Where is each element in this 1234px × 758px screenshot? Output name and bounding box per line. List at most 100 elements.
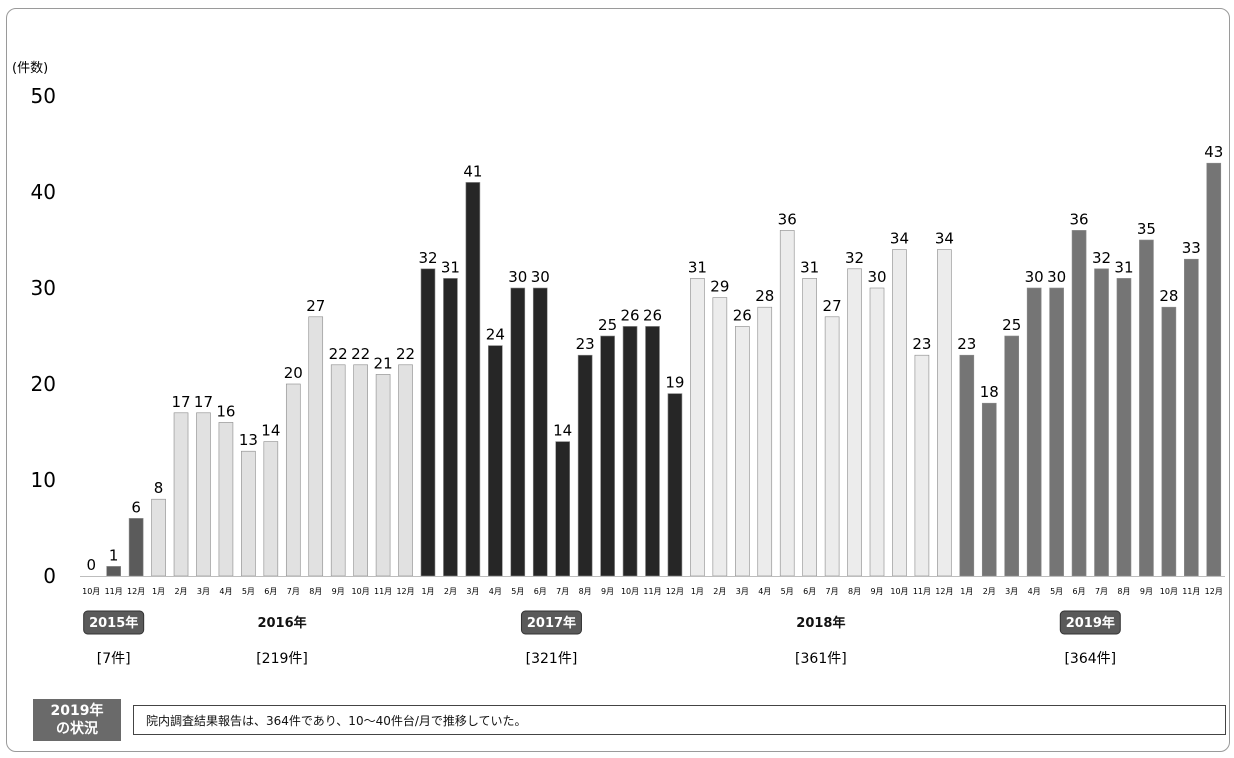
data-label: 32 bbox=[418, 249, 437, 267]
y-tick-label: 50 bbox=[31, 84, 56, 108]
bar bbox=[667, 393, 683, 577]
data-label: 1 bbox=[109, 546, 119, 564]
x-tick-label: 12月 bbox=[666, 587, 684, 596]
bar bbox=[712, 297, 728, 577]
year-total-label: [7件] bbox=[97, 651, 131, 667]
y-axis-label: (件数) bbox=[12, 61, 48, 76]
bar bbox=[757, 306, 773, 577]
x-tick-label: 10月 bbox=[82, 587, 100, 596]
x-tick-label: 12月 bbox=[127, 587, 145, 596]
status-badge-year: 2019年 bbox=[50, 703, 104, 719]
x-tick-label: 10月 bbox=[1160, 587, 1178, 596]
x-tick-label: 6月 bbox=[264, 587, 277, 596]
data-label: 30 bbox=[531, 268, 550, 286]
x-tick-label: 2月 bbox=[444, 587, 457, 596]
x-tick-label: 4月 bbox=[758, 587, 771, 596]
data-label: 21 bbox=[374, 354, 393, 372]
bar bbox=[241, 450, 256, 577]
data-label: 14 bbox=[553, 422, 572, 440]
bar bbox=[106, 566, 121, 577]
x-tick-label: 11月 bbox=[913, 587, 931, 596]
x-tick-label: 7月 bbox=[287, 587, 300, 596]
data-label: 22 bbox=[396, 345, 415, 363]
x-tick-label: 10月 bbox=[890, 587, 908, 596]
data-label: 31 bbox=[800, 258, 819, 276]
x-tick-label: 11月 bbox=[1182, 587, 1200, 596]
bar bbox=[802, 278, 817, 577]
data-label: 31 bbox=[441, 258, 460, 276]
data-label: 43 bbox=[1204, 143, 1223, 161]
x-tick-label: 9月 bbox=[1140, 587, 1153, 596]
year-badge bbox=[520, 610, 582, 635]
year-total-label: [219件] bbox=[256, 651, 308, 667]
x-tick-label: 5月 bbox=[242, 587, 255, 596]
x-tick-label: 11月 bbox=[105, 587, 123, 596]
data-label: 25 bbox=[598, 316, 617, 334]
bar bbox=[532, 287, 548, 577]
data-label: 23 bbox=[576, 335, 595, 353]
x-tick-label: 7月 bbox=[556, 587, 569, 596]
x-tick-label: 10月 bbox=[621, 587, 639, 596]
x-tick-label: 3月 bbox=[466, 587, 479, 596]
chart-frame bbox=[6, 8, 1230, 752]
bar bbox=[1116, 278, 1132, 577]
year-label: 2019年 bbox=[1066, 615, 1115, 631]
x-tick-label: 12月 bbox=[1205, 587, 1223, 596]
summary-text: 院内調査結果報告は、364件であり、10～40件台/月で推移していた。 bbox=[133, 705, 1226, 735]
bar bbox=[1071, 230, 1087, 577]
bar bbox=[151, 498, 166, 577]
data-label: 28 bbox=[1159, 287, 1178, 305]
bar bbox=[937, 249, 952, 577]
x-tick-label: 7月 bbox=[826, 587, 839, 596]
bar bbox=[959, 354, 975, 577]
data-label: 27 bbox=[306, 297, 325, 315]
x-tick-label: 6月 bbox=[803, 587, 816, 596]
x-tick-label: 1月 bbox=[421, 587, 434, 596]
bar bbox=[196, 412, 211, 577]
bar bbox=[981, 402, 997, 577]
y-tick-label: 30 bbox=[31, 276, 56, 300]
data-label: 13 bbox=[239, 431, 258, 449]
bar bbox=[1161, 306, 1177, 577]
bar bbox=[263, 441, 279, 577]
status-badge-caption: の状況 bbox=[56, 721, 98, 737]
data-label: 18 bbox=[980, 383, 999, 401]
data-label: 14 bbox=[261, 422, 280, 440]
year-label: 2015年 bbox=[89, 615, 138, 631]
bar bbox=[869, 287, 885, 577]
data-label: 0 bbox=[86, 556, 96, 574]
bar bbox=[735, 326, 750, 577]
data-label: 27 bbox=[823, 297, 842, 315]
y-tick-label: 0 bbox=[43, 564, 56, 588]
x-tick-label: 5月 bbox=[1050, 587, 1063, 596]
x-tick-label: 2月 bbox=[174, 587, 187, 596]
bar bbox=[1026, 287, 1042, 577]
bar bbox=[577, 354, 593, 577]
data-label: 23 bbox=[912, 335, 931, 353]
data-label: 22 bbox=[351, 345, 370, 363]
x-tick-label: 12月 bbox=[935, 587, 953, 596]
bar bbox=[173, 412, 189, 577]
data-label: 23 bbox=[957, 335, 976, 353]
data-label: 36 bbox=[1070, 210, 1089, 228]
data-label: 17 bbox=[194, 393, 213, 411]
data-label: 16 bbox=[216, 402, 235, 420]
x-tick-label: 1月 bbox=[691, 587, 704, 596]
bar bbox=[645, 326, 660, 577]
data-label: 30 bbox=[508, 268, 527, 286]
bar bbox=[1184, 258, 1199, 577]
bar bbox=[375, 374, 391, 577]
data-label: 32 bbox=[1092, 249, 1111, 267]
data-label: 29 bbox=[710, 278, 729, 296]
data-label: 26 bbox=[643, 306, 662, 324]
data-label: 41 bbox=[463, 162, 482, 180]
bar bbox=[600, 335, 615, 577]
bar bbox=[443, 278, 458, 577]
bar bbox=[1139, 239, 1154, 577]
x-tick-label: 5月 bbox=[511, 587, 524, 596]
data-label: 20 bbox=[284, 364, 303, 382]
x-tick-label: 9月 bbox=[870, 587, 883, 596]
x-tick-label: 8月 bbox=[848, 587, 861, 596]
data-label: 17 bbox=[171, 393, 190, 411]
bar bbox=[1094, 268, 1109, 577]
